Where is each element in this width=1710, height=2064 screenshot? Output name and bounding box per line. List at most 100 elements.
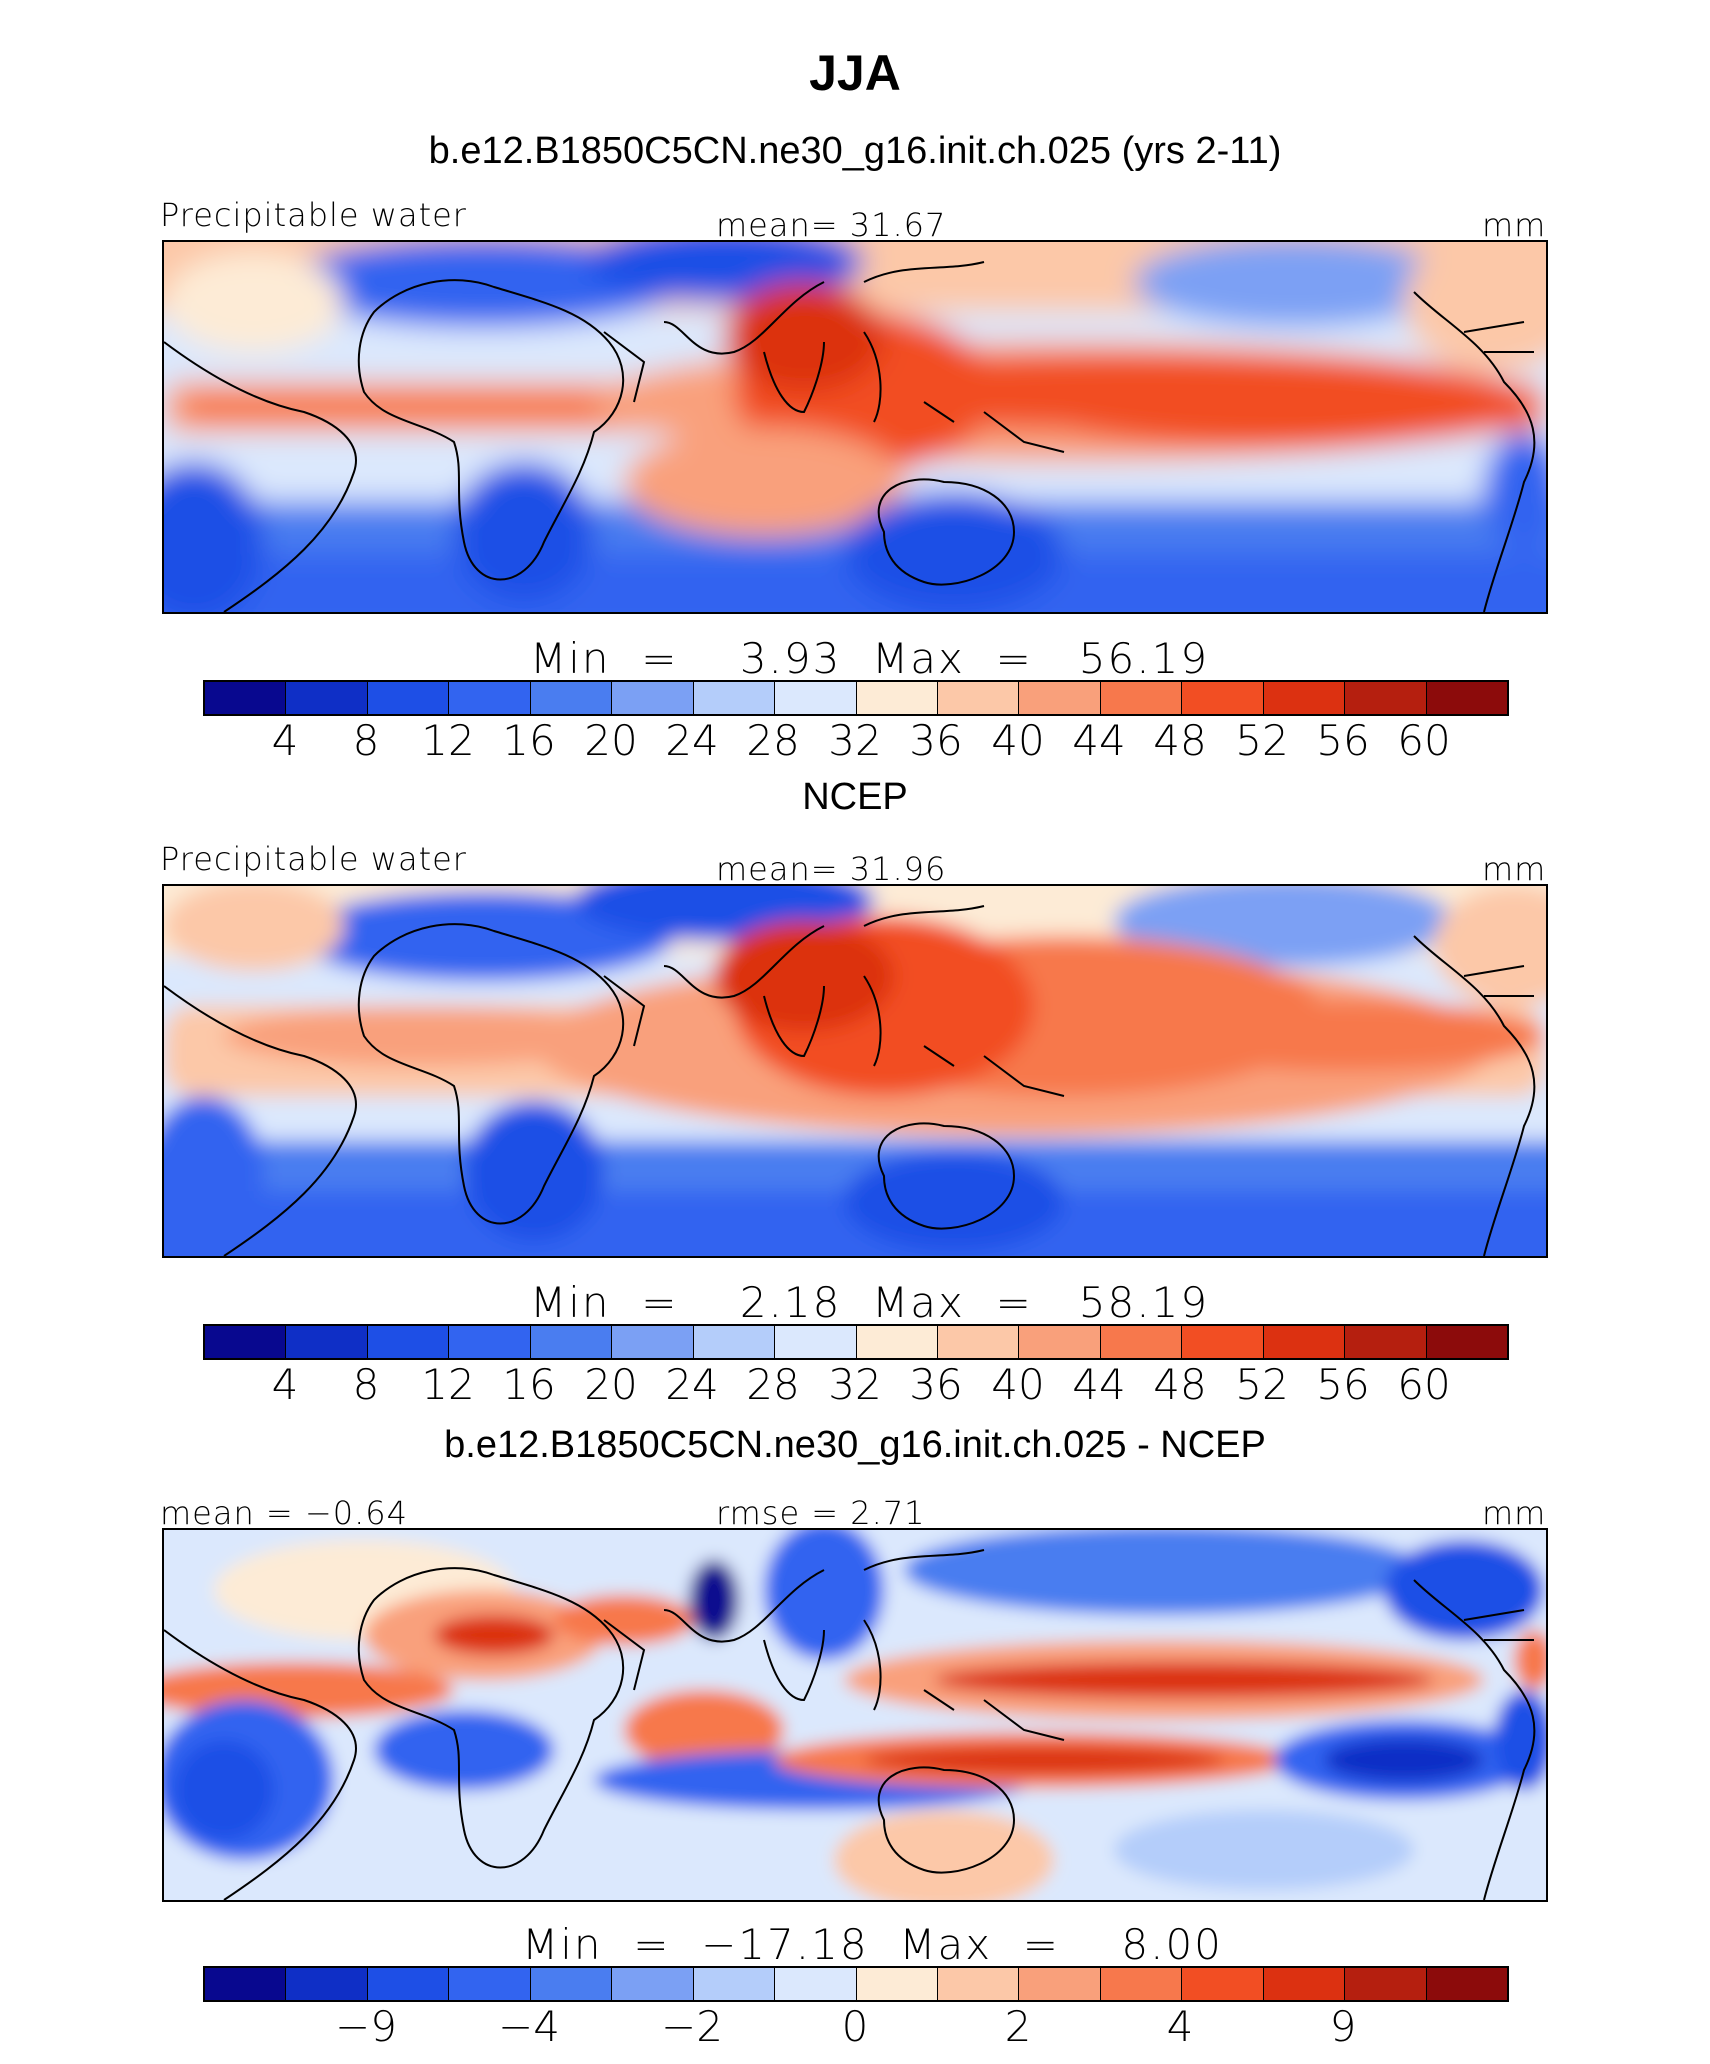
panel-2-colorbar-swatch	[1345, 1326, 1427, 1358]
panel-1-colorbar-tick: 4	[271, 716, 299, 765]
panel-1-colorbar-swatch	[693, 682, 776, 714]
panel-1-colorbar-swatch	[205, 682, 287, 714]
panel-2-colorbar-swatch	[1426, 1326, 1507, 1358]
panel-1-colorbar-swatch	[449, 682, 531, 714]
panel-3-colorbar-swatch	[1345, 1968, 1427, 2000]
panel-2-colorbar-tick: 12	[421, 1360, 475, 1409]
panel-1-colorbar-tick: 40	[991, 716, 1045, 765]
panel-3-minmax: Min = −17.18 Max = 8.00	[522, 1920, 1223, 1969]
panel-2-colorbar-tick: 32	[828, 1360, 882, 1409]
panel-3-colorbar-tick: −9	[335, 2002, 397, 2051]
panel-1-colorbar-tick: 20	[584, 716, 638, 765]
panel-3-colorbar-swatch	[612, 1968, 694, 2000]
panel-2-colorbar-swatch	[449, 1326, 531, 1358]
panel-3-colorbar-swatch	[937, 1968, 1020, 2000]
panel-1-colorbar-swatch	[1345, 682, 1427, 714]
panel-2-colorbar-swatch	[856, 1326, 938, 1358]
panel-1-units-label: mm	[1482, 206, 1547, 244]
panel-2-colorbar-swatch	[205, 1326, 287, 1358]
panel-3-colorbar-swatch	[1100, 1968, 1183, 2000]
panel-2-colorbar-swatch	[1100, 1326, 1183, 1358]
panel-1-colorbar-tick: 52	[1235, 716, 1289, 765]
panel-1-colorbar-swatch	[530, 682, 613, 714]
panel-3-colorbar	[203, 1966, 1509, 2002]
panel-3-title: b.e12.B1850C5CN.ne30_g16.init.ch.025 - N…	[444, 1424, 1266, 1466]
panel-1-colorbar	[203, 680, 1509, 716]
panel-3-colorbar-tick: 0	[841, 2002, 869, 2051]
panel-3-colorbar-swatch	[693, 1968, 776, 2000]
panel-1-colorbar-tick: 24	[665, 716, 719, 765]
panel-2-colorbar-tick: 16	[502, 1360, 556, 1409]
panel-2-colorbar-swatch	[286, 1326, 368, 1358]
panel-2-colorbar-tick: 44	[1072, 1360, 1126, 1409]
panel-1-mean-label: mean= 31.67	[716, 206, 947, 244]
panel-2-colorbar-tick: 48	[1153, 1360, 1207, 1409]
panel-1-colorbar-swatch	[367, 682, 450, 714]
panel-3-colorbar-tick: −4	[498, 2002, 560, 2051]
panel-2-colorbar-swatch	[1019, 1326, 1101, 1358]
panel-3-colorbar-swatch	[1426, 1968, 1507, 2000]
panel-1-colorbar-swatch	[1263, 682, 1346, 714]
panel-1-colorbar-tick: 48	[1153, 716, 1207, 765]
panel-2-colorbar-tick: 24	[665, 1360, 719, 1409]
panel-2-colorbar-tick: 28	[746, 1360, 800, 1409]
panel-2-colorbar-swatch	[1263, 1326, 1346, 1358]
panel-1-colorbar-tick: 28	[746, 716, 800, 765]
panel-3-colorbar-tick: 4	[1166, 2002, 1194, 2051]
panel-2-colorbar-swatch	[937, 1326, 1020, 1358]
panel-1-colorbar-swatch	[1100, 682, 1183, 714]
panel-3-colorbar-swatch	[775, 1968, 857, 2000]
panel-1-colorbar-tick: 60	[1397, 716, 1451, 765]
panel-1-colorbar-swatch	[1019, 682, 1101, 714]
panel-2-colorbar-tick: 20	[584, 1360, 638, 1409]
panel-2-colorbar-tick: 52	[1235, 1360, 1289, 1409]
panel-3-units-label: mm	[1482, 1494, 1547, 1532]
panel-3-colorbar-swatch	[449, 1968, 531, 2000]
panel-2-colorbar-swatch	[693, 1326, 776, 1358]
panel-2-colorbar-swatch	[367, 1326, 450, 1358]
panel-2-colorbar-tick: 36	[909, 1360, 963, 1409]
panel-2-mean-label: mean= 31.96	[716, 850, 947, 888]
panel-1-colorbar-swatch	[937, 682, 1020, 714]
panel-3-colorbar-swatch	[1263, 1968, 1346, 2000]
panel-3-colorbar-tick: 2	[1004, 2002, 1032, 2051]
panel-2-colorbar-tick: 40	[991, 1360, 1045, 1409]
panel-1-colorbar-swatch	[775, 682, 857, 714]
panel-2-colorbar	[203, 1324, 1509, 1360]
panel-3-colorbar-swatch	[856, 1968, 938, 2000]
panel-2-colorbar-tick: 60	[1397, 1360, 1451, 1409]
panel-1-variable-label: Precipitable water	[160, 196, 467, 234]
panel-1-colorbar-tick: 8	[352, 716, 380, 765]
panel-2-colorbar-tick: 4	[271, 1360, 299, 1409]
panel-3-colorbar-swatch	[530, 1968, 613, 2000]
panel-1-colorbar-tick: 32	[828, 716, 882, 765]
panel-3-colorbar-swatch	[1182, 1968, 1264, 2000]
figure-title: JJA	[809, 45, 901, 101]
panel-2-map	[162, 884, 1548, 1258]
panel-3-colorbar-swatch	[286, 1968, 368, 2000]
panel-1-title: b.e12.B1850C5CN.ne30_g16.init.ch.025 (yr…	[428, 130, 1282, 172]
panel-1-colorbar-swatch	[1182, 682, 1264, 714]
panel-2-units-label: mm	[1482, 850, 1547, 888]
panel-2-colorbar-swatch	[530, 1326, 613, 1358]
panel-3-mean-label: mean = −0.64	[160, 1494, 408, 1532]
panel-3-map	[162, 1528, 1548, 1902]
panel-1-colorbar-swatch	[856, 682, 938, 714]
panel-3-rmse-label: rmse = 2.71	[716, 1494, 926, 1532]
panel-2-variable-label: Precipitable water	[160, 840, 467, 878]
panel-1-colorbar-swatch	[1426, 682, 1507, 714]
panel-1-colorbar-tick: 56	[1316, 716, 1370, 765]
panel-2-colorbar-swatch	[612, 1326, 694, 1358]
panel-3-colorbar-swatch	[367, 1968, 450, 2000]
panel-1-minmax: Min = 3.93 Max = 56.19	[530, 634, 1210, 683]
panel-1-colorbar-tick: 44	[1072, 716, 1126, 765]
panel-1-colorbar-swatch	[612, 682, 694, 714]
panel-2-colorbar-swatch	[775, 1326, 857, 1358]
panel-1-colorbar-tick: 36	[909, 716, 963, 765]
panel-1-colorbar-tick: 16	[502, 716, 556, 765]
panel-2-colorbar-swatch	[1182, 1326, 1264, 1358]
panel-2-colorbar-tick: 8	[352, 1360, 380, 1409]
panel-1-colorbar-tick: 12	[421, 716, 475, 765]
panel-3-colorbar-tick: −2	[661, 2002, 723, 2051]
panel-2-minmax: Min = 2.18 Max = 58.19	[530, 1278, 1210, 1327]
